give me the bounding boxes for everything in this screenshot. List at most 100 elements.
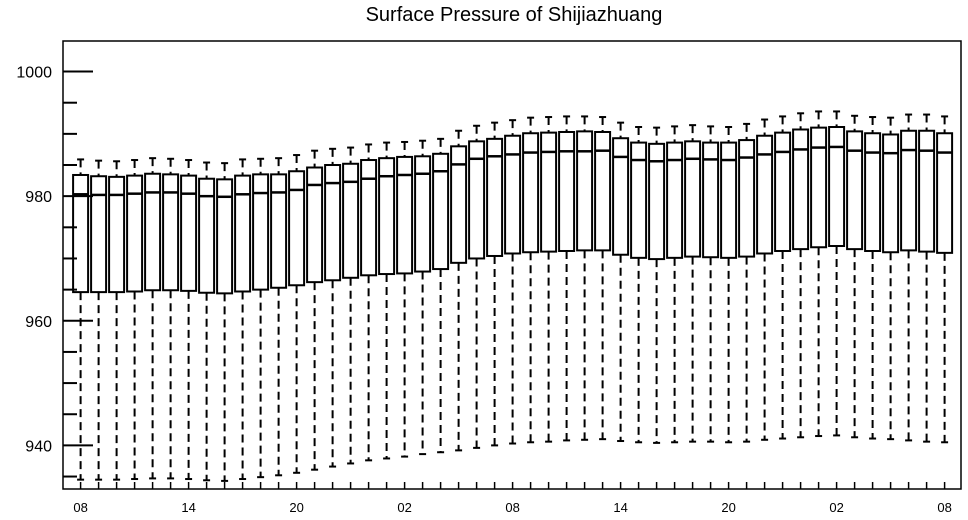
box-item [630,126,648,444]
box-item [774,115,792,440]
box-item [918,113,936,443]
box-item [432,137,450,454]
box-iqr [144,172,162,292]
box-item [342,146,360,465]
box-iqr [666,141,684,259]
box-item [270,157,288,477]
box-iqr [810,126,828,249]
box-iqr [900,129,918,252]
box-item [666,125,684,444]
box-iqr [486,137,504,257]
x-tick-label: 08 [73,500,87,515]
box-iqr [414,155,432,273]
box-iqr [882,133,900,254]
plot-frame [62,40,962,490]
box-item [126,159,144,481]
box-iqr [378,157,396,276]
box-iqr [522,132,540,254]
y-tick-label: 1000 [16,65,52,82]
box-item [864,116,882,440]
box-iqr [612,137,630,256]
box-iqr [864,132,882,252]
box-item [612,121,630,443]
box-item [90,159,108,481]
box-item [288,154,306,474]
x-tick-label: 14 [613,500,627,515]
box-iqr [360,159,378,277]
box-item [720,126,738,444]
box-iqr [396,155,414,275]
box-iqr [216,178,234,295]
box-iqr [324,164,342,282]
box-iqr [108,175,126,294]
box-iqr [936,132,954,254]
x-tick-label: 20 [289,500,303,515]
box-iqr [90,175,108,294]
box-item [234,158,252,481]
box-item [810,110,828,438]
box-iqr [918,129,936,253]
boxes-layer [72,110,954,482]
box-item [882,116,900,441]
box-iqr [540,131,558,253]
box-iqr [648,142,666,261]
box-iqr [468,140,486,260]
box-item [936,115,954,444]
box-iqr [306,166,324,284]
box-item [756,118,774,441]
box-item [684,124,702,443]
box-item [486,121,504,447]
box-item [72,158,90,481]
box-iqr [450,145,468,264]
x-tick-label: 08 [937,500,951,515]
box-item [792,112,810,439]
box-iqr [594,130,612,252]
box-item [702,125,720,443]
box-item [558,115,576,442]
box-iqr [270,173,288,289]
box-item [414,139,432,456]
box-item [108,160,126,481]
box-item [180,159,198,481]
x-axis: 08 14 20 02 08 14 20 02 08 [73,482,952,515]
box-iqr [792,128,810,251]
box-iqr [828,126,846,248]
box-iqr [504,134,522,255]
box-iqr [756,134,774,255]
box-iqr [432,152,450,271]
box-item [252,157,270,479]
box-item [450,129,468,452]
box-item [216,162,234,482]
box-item [468,124,486,449]
box-iqr [846,130,864,251]
box-item [738,122,756,443]
y-tick-label: 940 [25,438,52,455]
box-iqr [576,130,594,252]
box-iqr [774,131,792,252]
box-iqr [126,174,144,293]
box-iqr [630,141,648,259]
box-item [900,113,918,442]
box-item [594,116,612,441]
box-iqr [720,141,738,259]
y-tick-label: 980 [25,189,52,206]
box-item [144,157,162,480]
box-iqr [162,173,180,292]
x-tick-label: 02 [397,500,411,515]
chart-title: Surface Pressure of Shijiazhuang [365,4,663,26]
box-iqr [72,173,90,294]
box-item [360,143,378,462]
box-item [576,115,594,441]
box-item [828,110,846,437]
box-item [324,147,342,468]
box-iqr [684,140,702,258]
y-axis: 940 960 980 1000 [16,65,93,478]
x-tick-label: 20 [721,500,735,515]
box-iqr [342,162,360,279]
box-item [396,140,414,458]
box-iqr [234,174,252,293]
box-iqr [198,177,216,294]
box-item [378,141,396,460]
box-item [648,126,666,444]
